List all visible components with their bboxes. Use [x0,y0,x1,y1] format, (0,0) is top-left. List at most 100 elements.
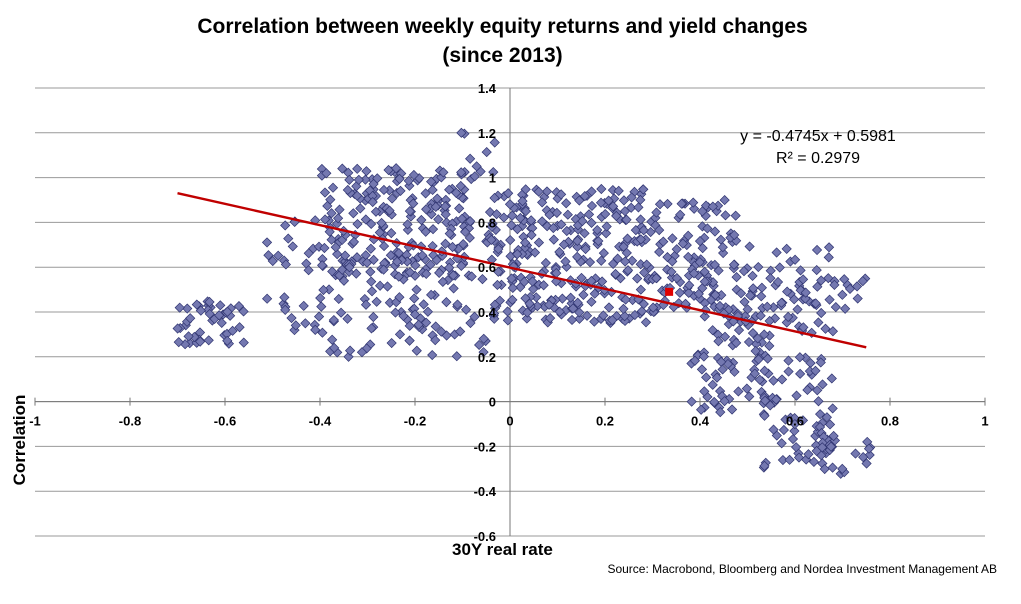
data-point [506,220,517,231]
data-point [627,255,638,266]
data-point [322,200,333,212]
data-point [567,303,579,314]
data-point [469,171,480,182]
data-point [374,280,386,291]
data-point [744,391,755,402]
data-point [545,313,556,324]
data-point [320,214,331,225]
data-point [709,396,720,408]
data-point [393,271,404,282]
data-point [696,404,707,415]
data-point [477,274,488,285]
data-point [586,217,597,228]
data-point [394,329,406,340]
data-point [565,292,576,303]
data-point [263,250,274,261]
data-point [465,153,476,164]
data-point [797,274,809,285]
data-point [572,235,583,246]
data-point [520,184,531,195]
data-point [315,292,326,304]
data-point [338,275,350,286]
data-point [764,340,775,351]
data-point [560,256,571,267]
data-point [572,251,583,262]
data-point [344,262,355,273]
data-point [648,302,659,313]
data-point [408,198,419,209]
data-point [441,217,452,228]
data-point [537,197,548,208]
data-point [840,303,851,314]
data-point [444,228,455,239]
data-point [635,284,646,295]
data-point [753,354,764,365]
y-tick-label: -0.2 [474,439,496,454]
data-point [215,300,226,311]
data-point [789,419,800,430]
data-point [654,225,665,236]
data-point [759,365,770,376]
x-tick-label: 1 [981,414,988,429]
data-point [857,276,868,287]
data-point [548,222,559,234]
data-point [554,306,565,317]
data-point [731,272,742,283]
data-point [390,307,401,318]
data-point [519,237,531,248]
data-point [352,218,363,230]
data-point [332,249,343,260]
x-tick-label: 0.2 [596,414,614,429]
data-point [622,265,634,276]
data-point [756,291,767,302]
data-point [728,316,739,327]
source-note: Source: Macrobond, Bloomberg and Nordea … [607,562,997,576]
data-point [778,424,789,436]
data-points [172,127,876,479]
data-point [816,275,827,286]
data-point [776,438,787,449]
data-point [823,242,835,253]
data-point [747,270,758,282]
data-point [816,307,827,319]
data-point [776,374,788,385]
data-point [837,463,848,474]
data-point [327,182,339,193]
data-point [699,311,710,322]
data-point [572,241,583,252]
data-point [384,205,395,216]
data-point [699,266,710,277]
data-point [430,321,441,332]
x-tick-label: 0.8 [881,414,899,429]
data-point [335,307,347,318]
data-point [486,234,497,245]
data-point [360,174,371,185]
data-point [303,265,314,276]
data-point [327,334,338,345]
data-point [333,213,344,224]
data-point [683,287,694,298]
data-point [572,297,583,308]
data-point [360,299,372,310]
data-point [823,252,834,263]
data-point [454,203,465,214]
data-point [808,456,820,467]
data-point [541,186,553,197]
data-point [810,298,821,309]
data-point [417,250,428,261]
data-point [395,185,406,196]
data-point [760,395,771,406]
data-point [732,310,744,322]
data-point [697,243,708,254]
data-point [783,355,794,366]
data-point [524,298,535,309]
data-point [850,448,861,459]
data-point [361,166,372,177]
data-point [505,235,516,246]
data-point [821,412,832,423]
data-point [460,226,471,238]
data-point [432,193,443,204]
data-point [267,255,278,267]
data-point [739,296,750,308]
data-point [366,218,377,230]
